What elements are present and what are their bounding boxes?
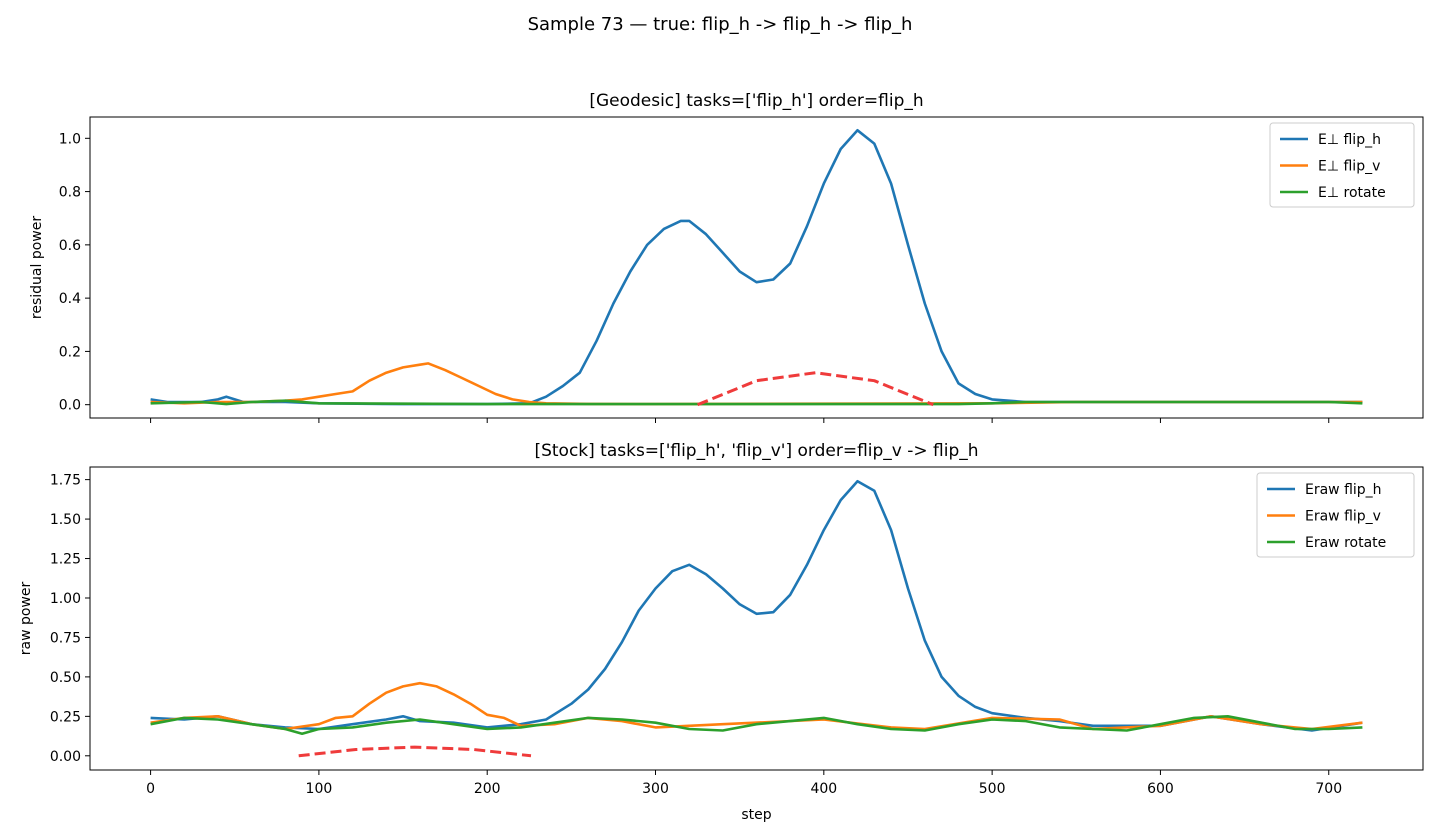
x-tick-label: 500: [979, 781, 1006, 797]
axes-frame: [89, 116, 1424, 419]
y-tick-label: 0.6: [59, 238, 81, 254]
x-tick-label: 700: [1315, 781, 1342, 797]
panel-title: [Stock] tasks=['flip_h', 'flip_v'] order…: [534, 441, 978, 461]
y-tick-label: 0.0: [59, 398, 81, 414]
y-tick-label: 1.25: [50, 552, 81, 568]
y-tick-label: 0.4: [59, 291, 81, 307]
x-tick-label: 100: [306, 781, 333, 797]
legend-label: Eraw rotate: [1305, 535, 1386, 551]
figure-suptitle: Sample 73 — true: flip_h -> flip_h -> fl…: [527, 14, 913, 35]
y-tick-label: 0.75: [50, 630, 81, 646]
plot-area: [150, 479, 1363, 758]
series-line: [150, 479, 1363, 732]
panel-title: [Geodesic] tasks=['flip_h'] order=flip_h: [589, 91, 923, 111]
x-tick-label: 300: [642, 781, 669, 797]
axes-frame: [89, 466, 1424, 771]
series-line: [150, 362, 1363, 406]
y-tick-label: 1.75: [50, 473, 81, 489]
y-axis-label: residual power: [29, 216, 45, 319]
legend-box: [1269, 122, 1415, 208]
x-tick-label: 400: [810, 781, 837, 797]
legend-label: E⊥ rotate: [1318, 185, 1386, 201]
plot-area: [150, 129, 1363, 407]
geodesic-panel: [Geodesic] tasks=['flip_h'] order=flip_h…: [29, 91, 1424, 423]
series-line: [150, 681, 1363, 731]
x-tick-label: 600: [1147, 781, 1174, 797]
x-axis-label: step: [741, 807, 771, 823]
series-line: [150, 129, 1363, 406]
y-tick-label: 0.50: [50, 670, 81, 686]
y-tick-label: 0.8: [59, 185, 81, 201]
legend-label: Eraw flip_h: [1305, 482, 1382, 498]
legend-label: E⊥ flip_v: [1318, 159, 1380, 175]
legend-box: [1256, 472, 1415, 558]
y-tick-label: 0.2: [59, 344, 81, 360]
x-tick-label: 200: [474, 781, 501, 797]
y-axis-label: raw power: [18, 582, 34, 656]
y-tick-label: 1.50: [50, 512, 81, 528]
y-tick-label: 1.0: [59, 131, 81, 147]
x-tick-label: 0: [146, 781, 155, 797]
dashed-arc: [697, 371, 934, 407]
series-line: [150, 714, 1363, 736]
legend-label: Eraw flip_v: [1305, 509, 1381, 525]
y-tick-label: 0.00: [50, 749, 81, 765]
series-line: [150, 399, 1363, 406]
legend-label: E⊥ flip_h: [1318, 132, 1381, 148]
y-tick-label: 1.00: [50, 591, 81, 607]
y-tick-label: 0.25: [50, 709, 81, 725]
stock-panel: [Stock] tasks=['flip_h', 'flip_v'] order…: [18, 441, 1424, 823]
dashed-arc: [298, 745, 532, 758]
